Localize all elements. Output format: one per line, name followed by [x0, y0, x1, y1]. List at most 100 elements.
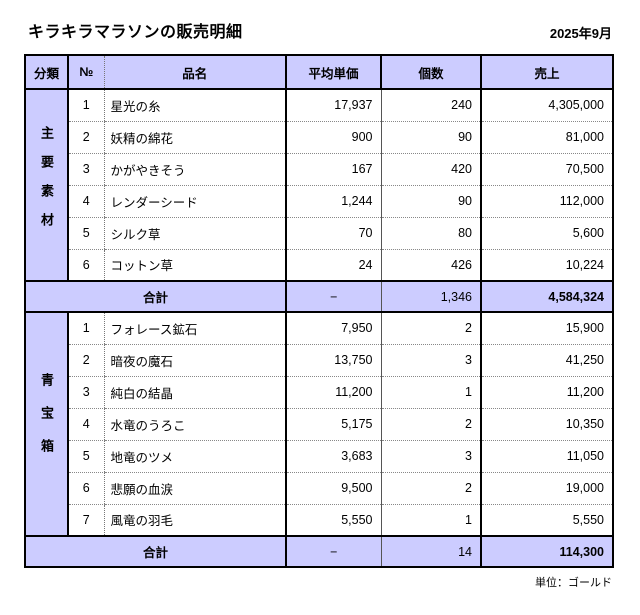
item-row: 2 妖精の綿花 900 90 81,000 — [25, 121, 613, 154]
header-number: № — [67, 54, 104, 90]
sales-table: 分類 № 品名 平均単価 個数 売上 主要素材 1 星光の糸 17,937 240 4,3… — [24, 54, 614, 568]
category-label: 青宝箱 — [39, 373, 54, 472]
row-number: 6 — [67, 472, 104, 505]
item-row: 主要素材 1 星光の糸 17,937 240 4,305,000 — [25, 89, 613, 282]
unit-price: 167 — [285, 153, 381, 186]
row-number: 3 — [67, 376, 104, 409]
header-category: 分類 — [25, 54, 68, 90]
total-label: 合計 — [25, 535, 286, 568]
page-title: キラキラマラソンの販売明細 — [28, 24, 243, 41]
item-name: 風竜の羽毛 — [103, 504, 286, 537]
item-name: 悲願の血涙 — [103, 472, 286, 505]
item-name: コットン草 — [103, 249, 286, 282]
unit-price: 7,950 — [285, 312, 381, 345]
header-unit-price: 平均単価 — [285, 54, 381, 90]
row-number: 6 — [67, 249, 104, 282]
unit-price: 5,175 — [285, 408, 381, 441]
item-row: 4 水竜のうろこ 5,175 2 10,350 — [25, 408, 613, 441]
sales-amount: 11,200 — [480, 376, 613, 409]
quantity: 3 — [380, 440, 481, 473]
quantity: 3 — [380, 344, 481, 377]
total-unit-price: − — [285, 280, 381, 313]
header-row: 分類 № 品名 平均単価 個数 売上 — [25, 54, 613, 90]
quantity: 90 — [380, 121, 481, 154]
header-quantity: 個数 — [380, 54, 481, 90]
report-header: キラキラマラソンの販売明細 2025年9月 — [28, 18, 612, 42]
item-name: シルク草 — [103, 217, 286, 250]
unit-price: 9,500 — [285, 472, 381, 505]
unit-price: 1,244 — [285, 185, 381, 218]
sales-amount: 70,500 — [480, 153, 613, 186]
unit-price: 900 — [285, 121, 381, 154]
row-number: 2 — [67, 344, 104, 377]
unit-price: 3,683 — [285, 440, 381, 473]
total-row: 合計 −14 114,300 — [25, 535, 613, 568]
quantity: 2 — [380, 472, 481, 505]
quantity: 2 — [380, 312, 481, 345]
unit-price: 24 — [285, 249, 381, 282]
item-row: 5 シルク草 70 80 5,600 — [25, 217, 613, 250]
item-name: かがやきそう — [103, 153, 286, 186]
item-row: 5 地竜のツメ 3,683 3 11,050 — [25, 440, 613, 473]
sales-amount: 15,900 — [480, 312, 613, 345]
row-number: 7 — [67, 504, 104, 537]
sales-amount: 112,000 — [480, 185, 613, 218]
row-number: 1 — [67, 89, 104, 122]
item-row: 4 レンダーシード 1,244 90 112,000 — [25, 185, 613, 218]
row-number: 5 — [67, 217, 104, 250]
unit-price: 17,937 — [285, 89, 381, 122]
sales-amount: 19,000 — [480, 472, 613, 505]
quantity: 1 — [380, 504, 481, 537]
total-sales: 4,584,324 — [480, 280, 613, 313]
report-date: 2025年9月 — [549, 26, 612, 41]
category-label: 主要素材 — [39, 125, 54, 242]
unit-price: 70 — [285, 217, 381, 250]
item-name: 暗夜の魔石 — [103, 344, 286, 377]
sales-amount: 5,550 — [480, 504, 613, 537]
row-number: 4 — [67, 408, 104, 441]
unit-price: 13,750 — [285, 344, 381, 377]
item-name: フォレース鉱石 — [103, 312, 286, 345]
table-body: 主要素材 1 星光の糸 17,937 240 4,305,000 2 妖精の綿花 900 90 81… — [25, 89, 613, 568]
unit-price: 5,550 — [285, 504, 381, 537]
unit-price: 11,200 — [285, 376, 381, 409]
category-cell: 青宝箱 — [25, 312, 69, 537]
quantity: 90 — [380, 185, 481, 218]
category-cell: 主要素材 — [25, 89, 69, 282]
quantity: 1 — [380, 376, 481, 409]
sales-amount: 10,350 — [480, 408, 613, 441]
item-row: 3 純白の結晶 11,200 1 11,200 — [25, 376, 613, 409]
row-number: 1 — [67, 312, 104, 345]
item-row: 青宝箱 1 フォレース鉱石 7,950 2 15,900 — [25, 312, 613, 537]
quantity: 2 — [380, 408, 481, 441]
header-item-name: 品名 — [103, 54, 286, 90]
quantity: 420 — [380, 153, 481, 186]
item-row: 6 コットン草 24 426 10,224 — [25, 249, 613, 282]
sales-amount: 41,250 — [480, 344, 613, 377]
header-sales: 売上 — [480, 54, 613, 90]
sales-amount: 10,224 — [480, 249, 613, 282]
item-name: 星光の糸 — [103, 89, 286, 122]
total-quantity: 1,346 — [380, 280, 481, 313]
total-sales: 114,300 — [480, 535, 613, 568]
row-number: 4 — [67, 185, 104, 218]
sales-amount: 4,305,000 — [480, 89, 613, 122]
quantity: 240 — [380, 89, 481, 122]
item-row: 3 かがやきそう 167 420 70,500 — [25, 153, 613, 186]
item-row: 2 暗夜の魔石 13,750 3 41,250 — [25, 344, 613, 377]
unit-footnote: 単位：ゴールド — [535, 577, 612, 589]
total-label: 合計 — [25, 280, 286, 313]
quantity: 80 — [380, 217, 481, 250]
total-row: 合計 −1,346 4,584,324 — [25, 280, 613, 313]
item-row: 7 風竜の羽毛 5,550 1 5,550 — [25, 504, 613, 537]
item-name: 地竜のツメ — [103, 440, 286, 473]
sales-amount: 5,600 — [480, 217, 613, 250]
item-name: 水竜のうろこ — [103, 408, 286, 441]
item-name: レンダーシード — [103, 185, 286, 218]
total-unit-price: − — [285, 535, 381, 568]
row-number: 2 — [67, 121, 104, 154]
quantity: 426 — [380, 249, 481, 282]
sales-amount: 81,000 — [480, 121, 613, 154]
item-name: 純白の結晶 — [103, 376, 286, 409]
